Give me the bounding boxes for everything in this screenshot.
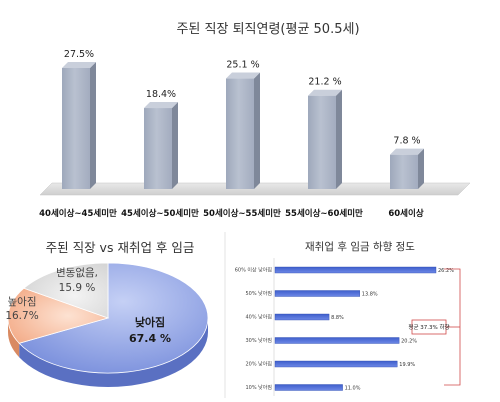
hbar-row-4: 20% 낮아짐 19.9% (245, 361, 415, 368)
hbar-value-label: 8.8% (331, 315, 344, 321)
bar-value-label: 21.2 % (308, 77, 341, 88)
bar-category-label: 50세이상~55세미만 (203, 208, 281, 219)
pie-slice-2 (23, 262, 109, 319)
bar-category-label: 40세이상~45세미만 (39, 208, 117, 219)
hbar (274, 290, 361, 297)
hbar-row-0: 60% 이상 낮아짐 26.2% (235, 267, 454, 274)
bar-0 (62, 62, 96, 189)
bar-4 (390, 148, 424, 189)
bar-chart-category-labels: 40세이상~45세미만 45세이상~50세미만 50세이상~55세미만 55세이상~6… (39, 208, 424, 219)
pie-slice-label: 변동없음, (56, 266, 98, 279)
pie-chart-title: 주된 직장 vs 재취업 후 임금 (46, 240, 195, 255)
hbar-value-label: 19.9% (399, 362, 415, 368)
hbar-row-1: 50% 낮아짐 13.8% (245, 290, 377, 297)
hbar-value-label: 26.2% (438, 268, 454, 274)
bar-value-label: 18.4% (146, 89, 176, 100)
pie-slice-value: 15.9 % (59, 282, 96, 294)
bar-side (418, 148, 424, 189)
hbar (274, 337, 400, 344)
bar-side (254, 72, 260, 189)
pie-chart: 낮아짐 67.4 % 높아짐 16.7% 변동없음, 15.9 % (5, 262, 209, 387)
pie-side-0 (19, 318, 208, 387)
bar-chart-title: 주된 직장 퇴직연령(평균 50.5세) (176, 22, 359, 37)
hbar-category-label: 40% 낮아짐 (245, 314, 272, 321)
pie-slice-0 (18, 262, 209, 374)
pie-slice-value: 67.4 % (129, 332, 171, 345)
bar-category-label: 45세이상~50세미만 (121, 208, 199, 219)
hbar-row-2: 40% 낮아짐 8.8% (245, 314, 344, 321)
bar-top (226, 72, 260, 79)
pie-slice-value: 16.7% (5, 310, 38, 322)
bar-front (226, 78, 254, 189)
bar-value-label: 27.5% (64, 49, 94, 60)
pie-side-1 (8, 318, 20, 358)
pie-slice-label: 높아짐 (8, 296, 37, 308)
hbar-value-label: 13.8% (362, 291, 378, 297)
hbar-value-label: 11.0% (345, 385, 361, 391)
hbar-annotation: 평균 37.3% 하향 (408, 268, 461, 386)
bar-category-label: 55세이상~60세미만 (285, 208, 363, 219)
hbar-row-5: 10% 낮아짐 11.0% (245, 384, 360, 391)
bar-value-label: 7.8 % (393, 136, 420, 147)
bar-top (144, 102, 178, 109)
hbar (274, 360, 398, 368)
bar-category-label: 60세이상 (388, 208, 423, 219)
pie-slice-label: 낮아짐 (135, 315, 165, 329)
bar-front (390, 154, 418, 189)
annotation-text: 평균 37.3% 하향 (408, 323, 449, 331)
hbar (274, 384, 343, 391)
hbar-row-3: 30% 낮아짐 20.2% (245, 337, 417, 344)
hbar (274, 313, 330, 321)
bar-value-label: 25.1 % (226, 60, 259, 71)
hbar-category-label: 20% 낮아짐 (245, 361, 272, 368)
hbar (274, 266, 437, 274)
hbar-chart-title: 재취업 후 임금 하향 정도 (305, 240, 415, 253)
bar-3 (308, 89, 342, 189)
pie-slice-1 (7, 287, 110, 344)
bar-chart-value-labels: 27.5% 18.4% 25.1 % 21.2 % 7.8 % (64, 49, 421, 147)
bar-front (308, 95, 336, 189)
hbar-category-label: 50% 낮아짐 (245, 290, 272, 297)
hbar-category-label: 30% 낮아짐 (245, 337, 272, 344)
bar-chart-bars (62, 62, 424, 189)
hbar-category-label: 60% 이상 낮아짐 (235, 267, 272, 274)
hbar-category-label: 10% 낮아짐 (245, 384, 272, 391)
annotation-box (411, 319, 447, 335)
hbar-chart-bars: 60% 이상 낮아짐 26.2% 50% 낮아짐 13.8% 40% 낮아짐 8.8% 30… (235, 267, 454, 392)
bar-top (308, 89, 342, 96)
hbar-value-label: 20.2% (401, 338, 417, 344)
bar-top (390, 148, 424, 155)
bar-side (172, 102, 178, 189)
bar-front (62, 68, 90, 189)
bar-side (336, 89, 342, 189)
bar-side (90, 62, 96, 189)
bar-1 (144, 102, 178, 189)
bar-2 (226, 72, 260, 189)
bar-front (144, 108, 172, 189)
bar-top (62, 62, 96, 68)
